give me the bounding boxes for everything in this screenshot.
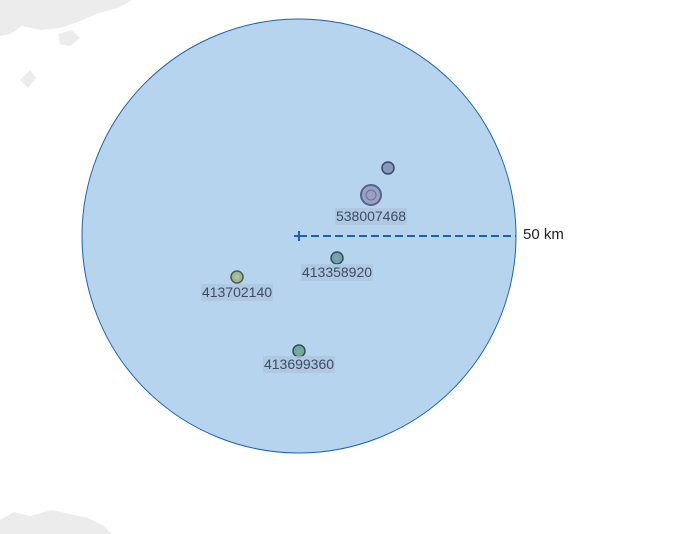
vessel-label-538007468[interactable]: 538007468	[334, 208, 408, 225]
center-crosshair-icon	[294, 231, 304, 241]
vessel-marker[interactable]	[330, 251, 344, 265]
vessel-marker[interactable]	[292, 344, 306, 358]
vessel-marker[interactable]	[360, 184, 382, 206]
land-top-left	[0, 0, 132, 88]
vessel-label-413699360[interactable]: 413699360	[262, 356, 336, 373]
radius-distance-label: 50 km	[523, 226, 564, 243]
vessel-label-413702140[interactable]: 413702140	[200, 284, 274, 301]
vessel-marker[interactable]	[230, 270, 244, 284]
vessel-marker[interactable]	[381, 161, 395, 175]
land-bottom-left	[0, 510, 112, 534]
vessel-label-413358920[interactable]: 413358920	[300, 264, 374, 281]
